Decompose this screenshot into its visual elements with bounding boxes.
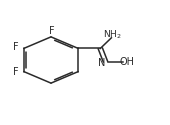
Text: F: F xyxy=(13,42,18,52)
Text: F: F xyxy=(48,26,54,36)
Text: N: N xyxy=(98,58,105,68)
Text: NH$_2$: NH$_2$ xyxy=(103,29,121,41)
Text: F: F xyxy=(13,67,18,77)
Text: OH: OH xyxy=(120,56,135,66)
